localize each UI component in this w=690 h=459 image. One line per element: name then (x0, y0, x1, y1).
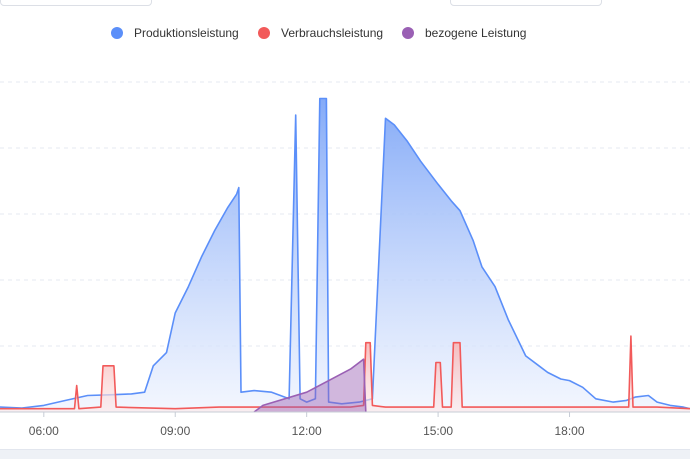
legend-marker-grid-draw (402, 27, 414, 39)
series-area-production (0, 98, 690, 412)
top-control-left[interactable] (0, 0, 152, 6)
x-tick-label: 06:00 (29, 424, 59, 438)
legend-item-production[interactable]: Produktionsleistung (111, 23, 239, 43)
grid-layer (0, 81, 690, 413)
legend-label-production: Produktionsleistung (134, 26, 239, 40)
series-area-grid-draw (254, 359, 366, 412)
legend-item-grid-draw[interactable]: bezogene Leistung (402, 23, 526, 43)
x-tick-label: 15:00 (423, 424, 453, 438)
bottom-scroll-area[interactable] (0, 449, 690, 459)
series-line-grid-draw (253, 358, 367, 413)
series-line-production (0, 97, 690, 410)
top-control-right[interactable] (450, 0, 602, 6)
legend-label-consumption: Verbrauchsleistung (281, 26, 384, 40)
chart-legend: Produktionsleistung Verbrauchsleistung b… (0, 23, 690, 43)
legend-label-grid-draw: bezogene Leistung (425, 26, 527, 40)
x-tick-label: 12:00 (292, 424, 322, 438)
series-line-consumption (0, 335, 690, 410)
x-tick-label: 18:00 (555, 424, 585, 438)
x-tick-label: 09:00 (160, 424, 190, 438)
legend-item-consumption[interactable]: Verbrauchsleistung (258, 23, 383, 43)
legend-marker-consumption (258, 27, 270, 39)
legend-marker-production (111, 27, 123, 39)
x-axis: 06:00 09:00 12:00 15:00 18:00 (0, 411, 690, 438)
series-layer (0, 97, 690, 413)
